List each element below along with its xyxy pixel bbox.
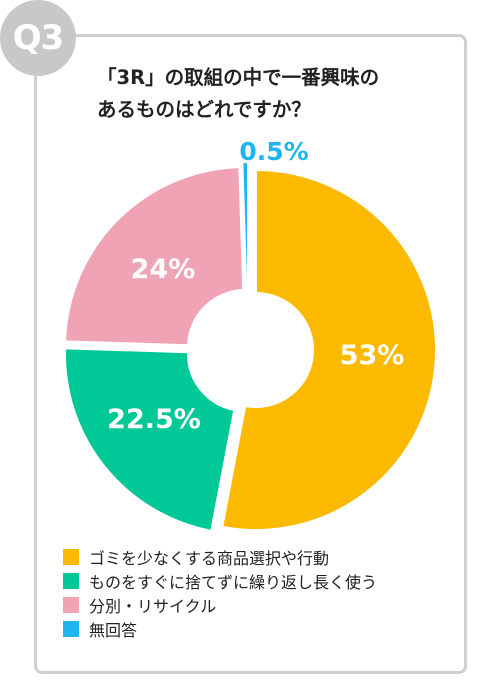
data-label-2: 22.5% (107, 404, 201, 435)
chart-slices (64, 160, 437, 532)
legend-swatch-4 (63, 621, 79, 637)
chart-legend: ゴミを少なくする商品選択や行動 ものをすぐに捨てずに繰り返し長く使う 分別・リサ… (63, 545, 377, 641)
data-label-3: 24% (131, 254, 196, 285)
legend-label-3: 分別・リサイクル (89, 597, 217, 616)
slice-4 (241, 160, 249, 287)
legend-item-2: ものをすぐに捨てずに繰り返し長く使う (63, 569, 377, 593)
slice-2 (64, 347, 236, 532)
legend-item-1: ゴミを少なくする商品選択や行動 (63, 545, 377, 569)
data-label-1: 53% (340, 340, 405, 371)
question-title: 「3R」の取組の中で一番興味の あるものはどれですか？ (97, 62, 457, 126)
chart-labels: 53% 22.5% 24% 0.5% (107, 137, 404, 435)
legend-label-4: 無回答 (89, 621, 138, 640)
title-line-1: 「3R」の取組の中で一番興味の (97, 66, 380, 89)
legend-swatch-2 (63, 573, 79, 589)
legend-item-4: 無回答 (63, 617, 377, 641)
question-badge: Q3 (0, 0, 76, 76)
title-line-2: あるものはどれですか？ (97, 98, 311, 121)
legend-label-2: ものをすぐに捨てずに繰り返し長く使う (89, 573, 378, 592)
legend-item-3: 分別・リサイクル (63, 593, 377, 617)
slice-3 (64, 166, 245, 347)
legend-label-1: ゴミを少なくする商品選択や行動 (89, 549, 330, 568)
legend-swatch-3 (63, 597, 79, 613)
data-label-4: 0.5% (239, 137, 308, 166)
slice-1 (221, 168, 437, 531)
legend-swatch-1 (63, 549, 79, 565)
